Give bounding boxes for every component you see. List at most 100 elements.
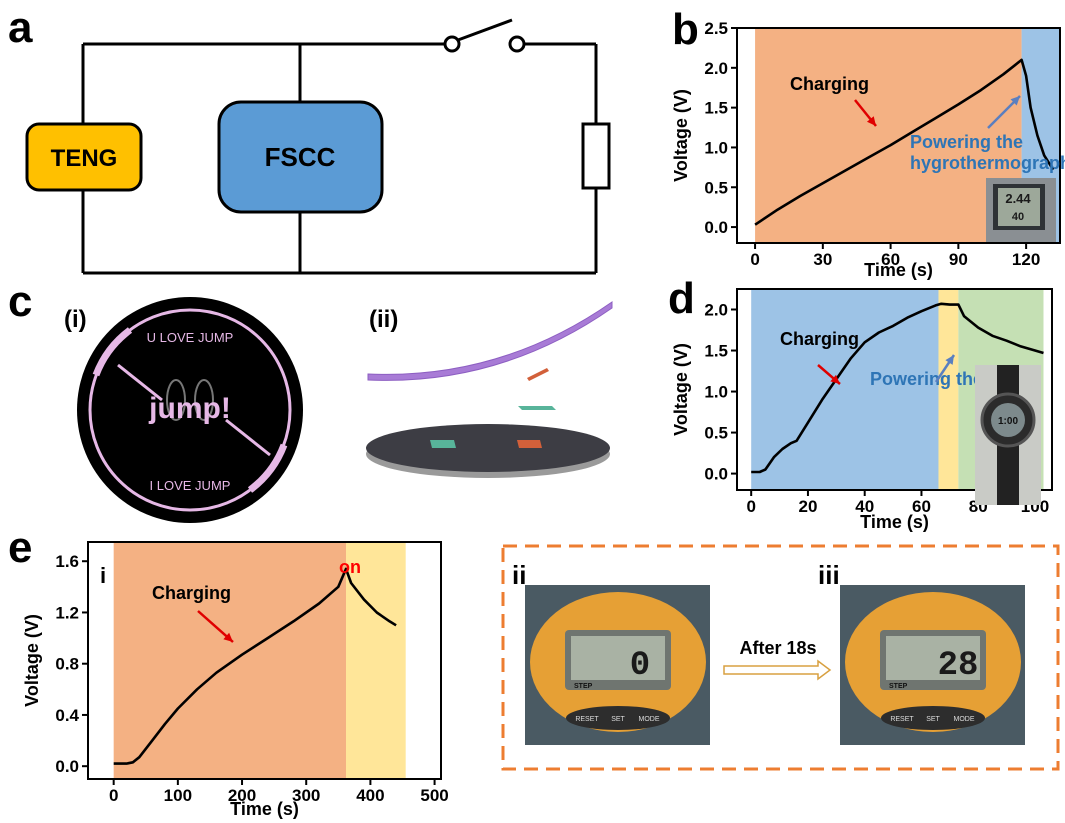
x-tick-label-b-2: 60 [881, 250, 900, 269]
region-d-0 [751, 289, 939, 490]
chart-e: 0 100 200 300 400 500 0.0 0.4 0.8 1.2 1.6 Time (s) V… [22, 541, 449, 819]
x-axis-label-e: Time (s) [230, 799, 299, 819]
y-tick-label-b-5: 2.5 [704, 19, 728, 38]
annotation-arrowhead-d-1 [945, 355, 954, 365]
reset-button-label-iii: RESET [890, 716, 914, 723]
lcd-label-step-ii: STEP [574, 683, 593, 690]
photo-frame-dashed [501, 544, 1060, 771]
resistor-load [581, 122, 611, 190]
circuit-diagram [81, 18, 598, 275]
mode-button-label-iii: MODE [954, 716, 975, 723]
y-tick-label-d-4: 2.0 [704, 301, 728, 320]
switch-terminal-right [508, 35, 526, 53]
hygrothermograph-photo: 2.44 40 [986, 178, 1056, 242]
x-tick-label-e-1: 100 [164, 786, 192, 805]
y-tick-label-b-4: 2.0 [704, 59, 728, 78]
pedometer-display-ii: 0 [630, 647, 650, 685]
logo-text-bottom: I LOVE JUMP [150, 478, 231, 493]
y-tick-label-e-0: 0.0 [55, 757, 79, 776]
switch-terminal-left [443, 35, 461, 53]
panel-letter-a: a [8, 3, 33, 52]
mode-button-label-ii: MODE [639, 716, 660, 723]
pedometer-photo-iii: 28 STEP RESET SET MODE [840, 585, 1025, 745]
x-tick-label-d-1: 20 [798, 497, 817, 516]
y-axis-label-b: Voltage (V) [671, 89, 691, 182]
jump-pad-logo: U LOVE JUMP I LOVE JUMP jump! [77, 297, 303, 523]
photo-label-ii: ii [512, 560, 526, 590]
annotation-d-0: Charging [780, 329, 859, 349]
teng-box [25, 122, 143, 192]
panel-c-sub-ii: (ii) [369, 306, 398, 333]
annotation-arrowhead-b-0 [866, 116, 876, 126]
svg-text:2.44: 2.44 [1005, 191, 1031, 206]
y-tick-label-b-2: 1.0 [704, 138, 728, 157]
x-tick-label-e-5: 500 [420, 786, 448, 805]
axes-frame-d [736, 288, 1053, 491]
teng-label: TENG [51, 145, 118, 172]
y-tick-label-d-0: 0.0 [704, 465, 728, 484]
x-axis-label-b: Time (s) [864, 260, 933, 280]
x-tick-label-b-4: 120 [1012, 250, 1040, 269]
y-tick-label-d-1: 0.5 [704, 424, 728, 443]
set-button-label-ii: SET [611, 716, 625, 723]
x-tick-label-e-4: 400 [356, 786, 384, 805]
pedometer-photo-ii: 0 STEP RESET SET MODE [525, 585, 710, 745]
panel-c-sub-i: (i) [64, 306, 87, 333]
y-tick-label-b-0: 0.0 [704, 218, 728, 237]
y-tick-label-b-1: 0.5 [704, 178, 728, 197]
subpanel-label-e: i [100, 563, 106, 588]
annotation-b-2: hygrothermograph [910, 153, 1065, 173]
x-tick-label-b-0: 0 [750, 250, 759, 269]
y-axis-label-e: Voltage (V) [22, 614, 42, 707]
region-d-1 [938, 289, 959, 490]
y-tick-label-e-2: 0.8 [55, 655, 79, 674]
y-tick-label-e-1: 0.4 [55, 706, 79, 725]
annotation-arrowhead-d-0 [830, 374, 840, 384]
after-time-label: After 18s [739, 638, 816, 658]
svg-text:40: 40 [1012, 211, 1024, 223]
y-tick-label-e-4: 1.6 [55, 552, 79, 571]
annotation-e-1: on [339, 557, 361, 577]
axes-frame-e [87, 541, 442, 780]
panel-letter-b: b [672, 5, 699, 54]
fscc-label: FSCC [265, 142, 336, 172]
watch-photo: 1:00 [975, 365, 1041, 505]
x-tick-label-d-3: 60 [912, 497, 931, 516]
x-tick-label-e-2: 200 [228, 786, 256, 805]
x-axis-label-d: Time (s) [860, 512, 929, 532]
exploded-device-render [366, 301, 613, 478]
annotation-arrowhead-b-1 [1010, 96, 1020, 106]
annotation-b-1: Powering the [910, 132, 1023, 152]
x-tick-label-e-0: 0 [109, 786, 118, 805]
reset-button-label-ii: RESET [575, 716, 599, 723]
x-tick-label-e-3: 300 [292, 786, 320, 805]
annotation-arrowhead-e-0 [223, 632, 233, 642]
series-line-e-0 [113, 567, 397, 765]
series-line-d-0 [751, 302, 1044, 474]
logo-text-top: U LOVE JUMP [147, 330, 234, 345]
region-b-0 [755, 28, 1022, 243]
chart-b: 0 30 60 90 120 0.0 0.5 1.0 1.5 2.0 2.5 Time (s) Volt… [671, 19, 1065, 280]
panel-letter-d: d [668, 274, 695, 323]
y-tick-label-d-2: 1.0 [704, 383, 728, 402]
photo-label-iii: iii [818, 560, 840, 590]
arrow-right-icon [723, 659, 832, 681]
x-tick-label-b-3: 90 [949, 250, 968, 269]
set-button-label-iii: SET [926, 716, 940, 723]
y-axis-label-d: Voltage (V) [671, 343, 691, 436]
axes-frame-b [736, 27, 1061, 244]
x-tick-label-d-0: 0 [746, 497, 755, 516]
y-tick-label-d-3: 1.5 [704, 342, 728, 361]
y-tick-label-b-3: 1.5 [704, 99, 728, 118]
svg-text:1:00: 1:00 [998, 416, 1018, 427]
x-tick-label-b-1: 30 [813, 250, 832, 269]
series-line-b-0 [754, 58, 1055, 226]
y-tick-label-e-3: 1.2 [55, 603, 79, 622]
fscc-box [217, 100, 384, 214]
annotation-b-0: Charging [790, 74, 869, 94]
lcd-label-step-iii: STEP [889, 683, 908, 690]
x-tick-label-d-2: 40 [855, 497, 874, 516]
logo-word: jump! [148, 392, 231, 425]
